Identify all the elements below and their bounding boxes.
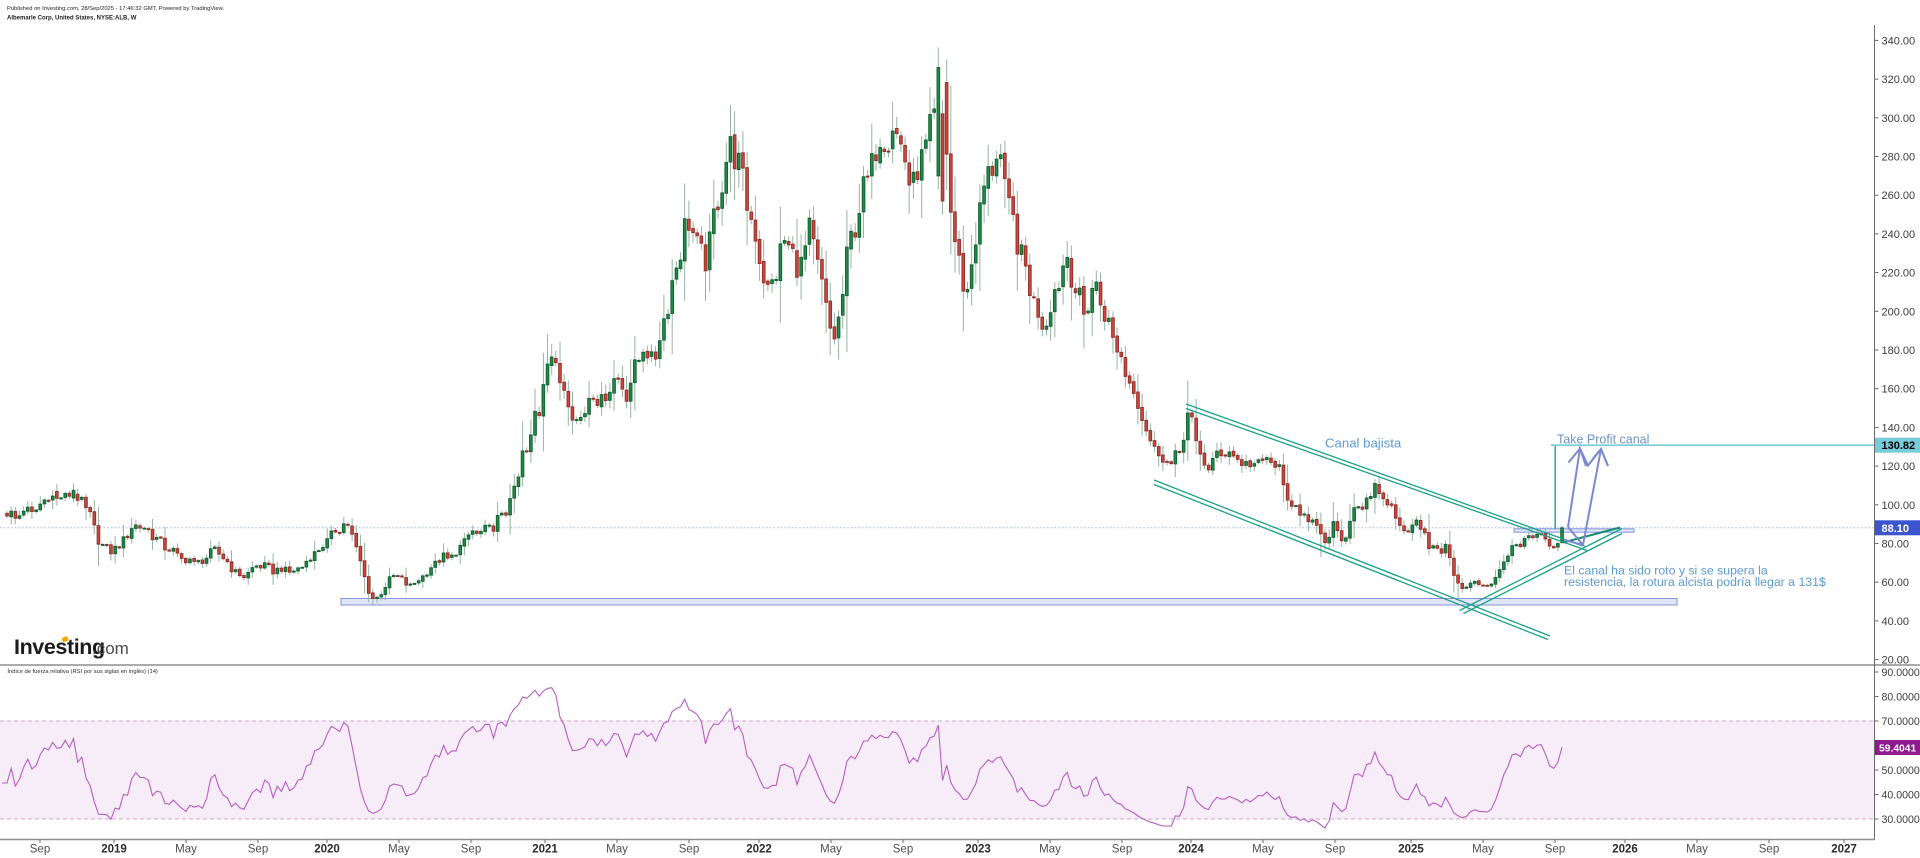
- svg-text:30.0000: 30.0000: [1882, 814, 1920, 826]
- svg-text:Investing: Investing: [14, 635, 105, 659]
- svg-text:May: May: [1252, 844, 1274, 856]
- svg-text:Índice de fuerza relativa (RSI: Índice de fuerza relativa (RSI por sus s…: [7, 668, 158, 675]
- svg-text:Sep: Sep: [30, 844, 50, 856]
- svg-text:59.4041: 59.4041: [1879, 744, 1916, 755]
- svg-text:200.00: 200.00: [1882, 306, 1916, 318]
- svg-text:Sep: Sep: [1545, 844, 1565, 856]
- svg-text:2023: 2023: [965, 844, 991, 856]
- svg-text:May: May: [606, 844, 628, 856]
- svg-text:Sep: Sep: [893, 844, 913, 856]
- svg-text:220.00: 220.00: [1882, 268, 1916, 280]
- svg-text:Sep: Sep: [248, 844, 268, 856]
- svg-text:Sep: Sep: [1759, 844, 1779, 856]
- svg-text:2027: 2027: [1831, 844, 1857, 856]
- svg-text:40.00: 40.00: [1882, 616, 1910, 628]
- svg-text:Sep: Sep: [1112, 844, 1132, 856]
- svg-text:May: May: [388, 844, 410, 856]
- svg-text:Take Profit canal: Take Profit canal: [1557, 433, 1649, 447]
- svg-text:88.10: 88.10: [1882, 523, 1910, 535]
- svg-text:2021: 2021: [532, 844, 558, 856]
- svg-text:Sep: Sep: [1325, 844, 1345, 856]
- svg-text:60.00: 60.00: [1882, 577, 1910, 589]
- svg-text:El canal ha sido roto y si se: El canal ha sido roto y si se supera la: [1564, 564, 1768, 578]
- svg-text:resistencia, la rotura alcista: resistencia, la rotura alcista podría ll…: [1564, 575, 1826, 589]
- svg-text:340.00: 340.00: [1882, 35, 1916, 47]
- svg-text:260.00: 260.00: [1882, 190, 1916, 202]
- svg-text:80.00: 80.00: [1882, 539, 1910, 551]
- svg-text:40.0000: 40.0000: [1882, 790, 1920, 802]
- svg-text:160.00: 160.00: [1882, 384, 1916, 396]
- svg-text:120.00: 120.00: [1882, 461, 1916, 473]
- svg-text:.com: .com: [92, 639, 129, 658]
- svg-text:20.00: 20.00: [1882, 655, 1910, 667]
- svg-text:50.0000: 50.0000: [1882, 765, 1920, 777]
- svg-text:Sep: Sep: [461, 844, 481, 856]
- svg-text:May: May: [820, 844, 842, 856]
- svg-text:180.00: 180.00: [1882, 345, 1916, 357]
- svg-text:80.0000: 80.0000: [1882, 692, 1920, 704]
- svg-text:280.00: 280.00: [1882, 152, 1916, 164]
- svg-text:2020: 2020: [314, 844, 340, 856]
- svg-text:May: May: [1472, 844, 1494, 856]
- svg-text:320.00: 320.00: [1882, 74, 1916, 86]
- svg-text:2025: 2025: [1398, 844, 1424, 856]
- svg-text:May: May: [1039, 844, 1061, 856]
- svg-text:90.0000: 90.0000: [1882, 667, 1920, 679]
- svg-text:240.00: 240.00: [1882, 229, 1916, 241]
- svg-text:Canal bajista: Canal bajista: [1325, 436, 1402, 451]
- svg-text:100.00: 100.00: [1882, 500, 1916, 512]
- svg-text:May: May: [175, 844, 197, 856]
- svg-text:Sep: Sep: [679, 844, 699, 856]
- svg-text:300.00: 300.00: [1882, 113, 1916, 125]
- svg-text:2022: 2022: [746, 844, 772, 856]
- svg-text:May: May: [1686, 844, 1708, 856]
- svg-text:2024: 2024: [1178, 844, 1204, 856]
- svg-text:Albemarle Corp, United States,: Albemarle Corp, United States, NYSE:ALB,…: [7, 16, 137, 22]
- svg-text:2026: 2026: [1612, 844, 1638, 856]
- svg-text:2019: 2019: [101, 844, 127, 856]
- svg-text:140.00: 140.00: [1882, 422, 1916, 434]
- svg-text:Published on Investing.com, 28: Published on Investing.com, 28/Sep/2025 …: [7, 6, 224, 12]
- svg-text:70.0000: 70.0000: [1882, 716, 1920, 728]
- svg-text:130.82: 130.82: [1882, 440, 1916, 452]
